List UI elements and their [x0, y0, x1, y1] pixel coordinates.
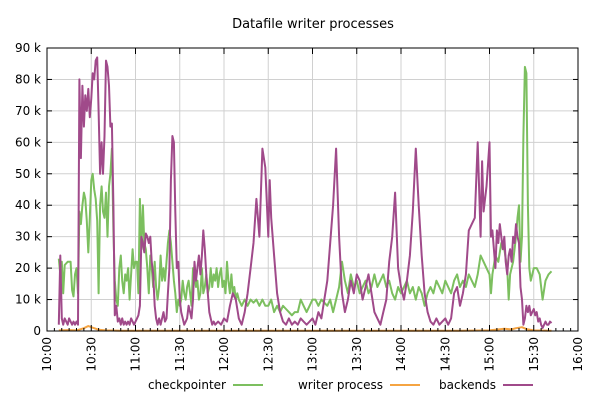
- series-line-checkpointer: [57, 65, 553, 317]
- y-tick-label: 90 k: [15, 41, 41, 55]
- chart-title: Datafile writer processes: [232, 17, 394, 32]
- y-tick-label: 60 k: [15, 135, 41, 149]
- series-line-backends: [57, 56, 553, 329]
- y-tick-label: 80 k: [15, 72, 41, 86]
- x-tick-label: 11:30: [173, 337, 187, 372]
- x-tick-label: 12:00: [217, 337, 231, 372]
- x-tick-label: 15:00: [483, 337, 497, 372]
- x-tick-label: 11:00: [129, 337, 143, 372]
- x-tick-label: 16:00: [571, 337, 585, 372]
- grid-lines: [47, 48, 578, 331]
- x-tick-label: 10:30: [84, 337, 98, 372]
- y-axis: 0 10 k 20 k 30 k 40 k 50 k 60 k 70 k 80 k 90 k: [15, 41, 578, 338]
- y-tick-label: 50 k: [15, 167, 41, 181]
- legend: checkpointer writer process backends: [148, 378, 533, 392]
- plot-series: [57, 56, 553, 332]
- legend-label: checkpointer: [148, 378, 226, 392]
- x-tick-label: 10:00: [40, 337, 54, 372]
- y-tick-label: 70 k: [15, 104, 41, 118]
- x-tick-label: 15:30: [527, 337, 541, 372]
- x-tick-label: 13:00: [306, 337, 320, 372]
- y-tick-label: 0: [33, 324, 41, 338]
- y-tick-label: 20 k: [15, 261, 41, 275]
- x-tick-label: 14:00: [394, 337, 408, 372]
- x-axis: 10:00 10:30 11:00 11:30 12:00 12:30 13:00 13:30…: [40, 48, 585, 372]
- x-tick-label: 14:30: [438, 337, 452, 372]
- y-tick-label: 40 k: [15, 198, 41, 212]
- y-tick-label: 30 k: [15, 230, 41, 244]
- legend-label: writer process: [298, 378, 383, 392]
- y-tick-label: 10 k: [15, 293, 41, 307]
- x-tick-label: 13:30: [350, 337, 364, 372]
- legend-label: backends: [439, 378, 496, 392]
- x-tick-label: 12:30: [261, 337, 275, 372]
